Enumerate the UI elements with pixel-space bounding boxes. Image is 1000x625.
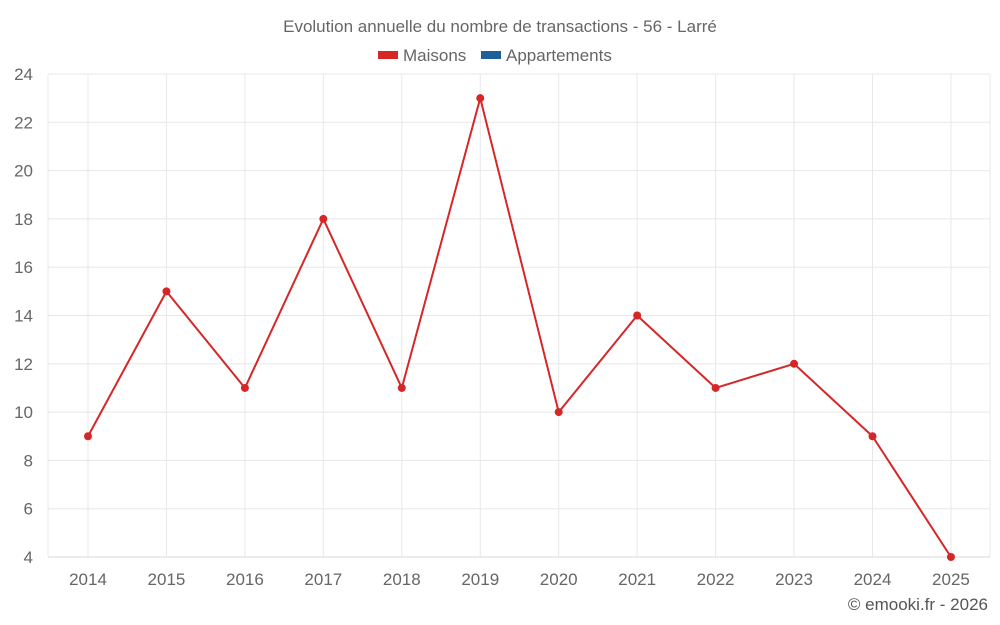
series bbox=[84, 94, 955, 561]
y-tick-label: 22 bbox=[14, 113, 33, 132]
data-point[interactable] bbox=[162, 287, 171, 296]
y-tick-label: 4 bbox=[24, 548, 33, 567]
y-tick-label: 10 bbox=[14, 403, 33, 422]
data-point[interactable] bbox=[554, 408, 563, 417]
x-tick-label: 2017 bbox=[304, 570, 342, 589]
data-point[interactable] bbox=[633, 311, 642, 320]
y-tick-label: 24 bbox=[14, 65, 33, 84]
series-line-maisons bbox=[87, 97, 952, 558]
y-tick-label: 14 bbox=[14, 307, 33, 326]
legend-item-appartements[interactable]: Appartements bbox=[481, 46, 612, 65]
legend-label-maisons: Maisons bbox=[403, 46, 466, 65]
y-tick-label: 12 bbox=[14, 355, 33, 374]
x-tick-label: 2022 bbox=[697, 570, 735, 589]
x-tick-label: 2025 bbox=[932, 570, 970, 589]
x-tick-label: 2020 bbox=[540, 570, 578, 589]
x-tick-label: 2015 bbox=[148, 570, 186, 589]
legend: Maisons Appartements bbox=[378, 46, 612, 65]
data-point[interactable] bbox=[946, 553, 955, 561]
credit-text: © emooki.fr - 2026 bbox=[848, 595, 988, 614]
x-tick-label: 2023 bbox=[775, 570, 813, 589]
y-tick-label: 8 bbox=[24, 451, 33, 470]
legend-label-appartements: Appartements bbox=[506, 46, 612, 65]
grid bbox=[47, 73, 991, 557]
x-tick-label: 2024 bbox=[854, 570, 892, 589]
x-tick-label: 2019 bbox=[461, 570, 499, 589]
x-tick-label: 2018 bbox=[383, 570, 421, 589]
chart-title: Evolution annuelle du nombre de transact… bbox=[283, 17, 717, 36]
x-tick-label: 2021 bbox=[618, 570, 656, 589]
data-point[interactable] bbox=[868, 432, 877, 441]
y-tick-label: 18 bbox=[14, 210, 33, 229]
data-point[interactable] bbox=[397, 383, 406, 392]
x-tick-label: 2016 bbox=[226, 570, 264, 589]
legend-swatch-appartements bbox=[481, 51, 501, 59]
y-tick-label: 6 bbox=[24, 500, 33, 519]
data-point[interactable] bbox=[319, 214, 328, 223]
data-point[interactable] bbox=[790, 359, 799, 368]
y-tick-label: 20 bbox=[14, 162, 33, 181]
legend-item-maisons[interactable]: Maisons bbox=[378, 46, 466, 65]
x-tick-label: 2014 bbox=[69, 570, 107, 589]
y-tick-label: 16 bbox=[14, 258, 33, 277]
data-point[interactable] bbox=[711, 383, 720, 392]
data-point[interactable] bbox=[240, 383, 249, 392]
data-point[interactable] bbox=[476, 94, 485, 103]
data-point[interactable] bbox=[84, 432, 92, 441]
legend-swatch-maisons bbox=[378, 51, 398, 59]
